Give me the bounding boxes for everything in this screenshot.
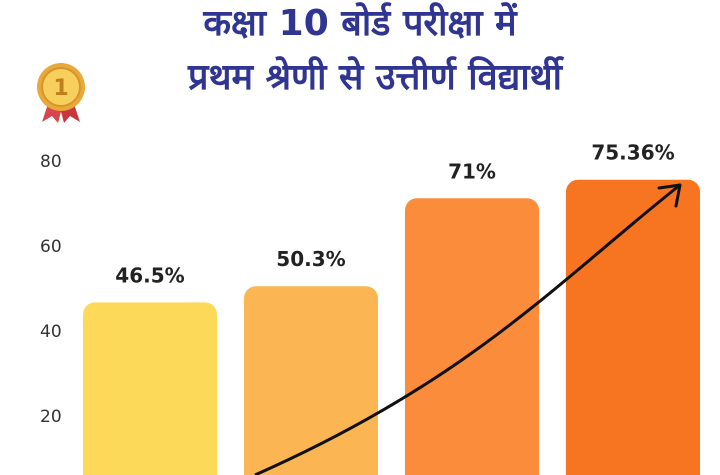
bar: [405, 198, 539, 475]
bar-value-label: 46.5%: [115, 263, 184, 287]
bar: [83, 302, 217, 475]
chart-title: कक्षा 10 बोर्ड परीक्षा में प्रथम श्रेणी …: [0, 0, 720, 120]
y-axis: 20 40 60 80: [40, 152, 62, 427]
bar-value-label: 71%: [448, 159, 496, 183]
trend-arrow: [254, 183, 682, 475]
y-tick-label: 80: [40, 152, 62, 172]
bars-group: [83, 179, 700, 475]
bar-value-label: 50.3%: [276, 247, 345, 271]
y-tick-label: 20: [40, 407, 62, 427]
bar-value-label: 75.36%: [591, 141, 674, 165]
y-tick-label: 40: [40, 322, 62, 342]
title-line-2: प्रथम श्रेणी से उत्तीर्ण विद्यार्थी: [188, 57, 562, 98]
bar: [244, 286, 378, 475]
data-labels-group: 46.5% 50.3% 71% 75.36%: [115, 141, 674, 288]
gold-medal-icon: 1: [37, 63, 85, 123]
y-tick-label: 60: [40, 237, 62, 257]
title-line-1: कक्षा 10 बोर्ड परीक्षा में: [203, 3, 517, 44]
bar-chart: 20 40 60 80 46.5% 50.3% 71% 75.36%: [40, 141, 700, 475]
medal-numeral: 1: [53, 76, 68, 101]
